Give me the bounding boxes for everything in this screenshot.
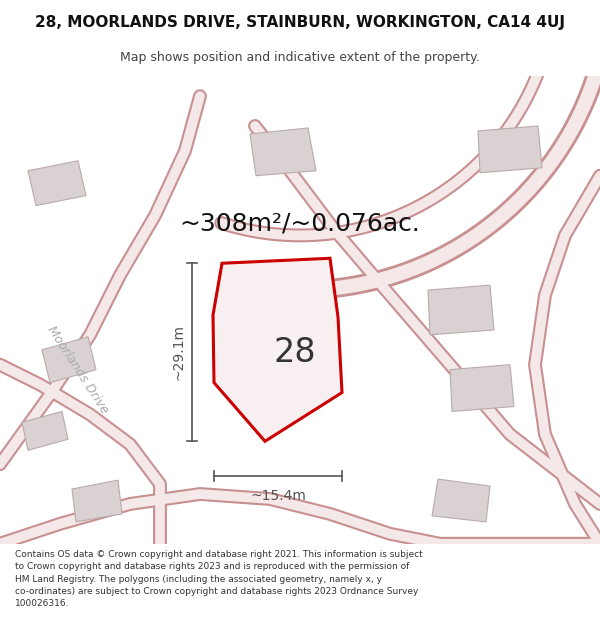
Polygon shape xyxy=(42,337,96,382)
Polygon shape xyxy=(428,285,494,335)
Text: Map shows position and indicative extent of the property.: Map shows position and indicative extent… xyxy=(120,51,480,64)
Polygon shape xyxy=(450,365,514,411)
Text: Moorlands Drive: Moorlands Drive xyxy=(45,323,111,416)
Polygon shape xyxy=(432,479,490,522)
Text: Contains OS data © Crown copyright and database right 2021. This information is : Contains OS data © Crown copyright and d… xyxy=(15,550,423,608)
Text: 28, MOORLANDS DRIVE, STAINBURN, WORKINGTON, CA14 4UJ: 28, MOORLANDS DRIVE, STAINBURN, WORKINGT… xyxy=(35,16,565,31)
Text: ~308m²/~0.076ac.: ~308m²/~0.076ac. xyxy=(179,211,421,236)
Polygon shape xyxy=(22,411,68,450)
Text: ~15.4m: ~15.4m xyxy=(250,489,306,503)
Text: 28: 28 xyxy=(274,336,316,369)
Polygon shape xyxy=(250,128,316,176)
Polygon shape xyxy=(28,161,86,206)
Polygon shape xyxy=(72,480,122,522)
Polygon shape xyxy=(213,258,342,441)
Polygon shape xyxy=(478,126,542,173)
Text: ~29.1m: ~29.1m xyxy=(171,324,185,380)
